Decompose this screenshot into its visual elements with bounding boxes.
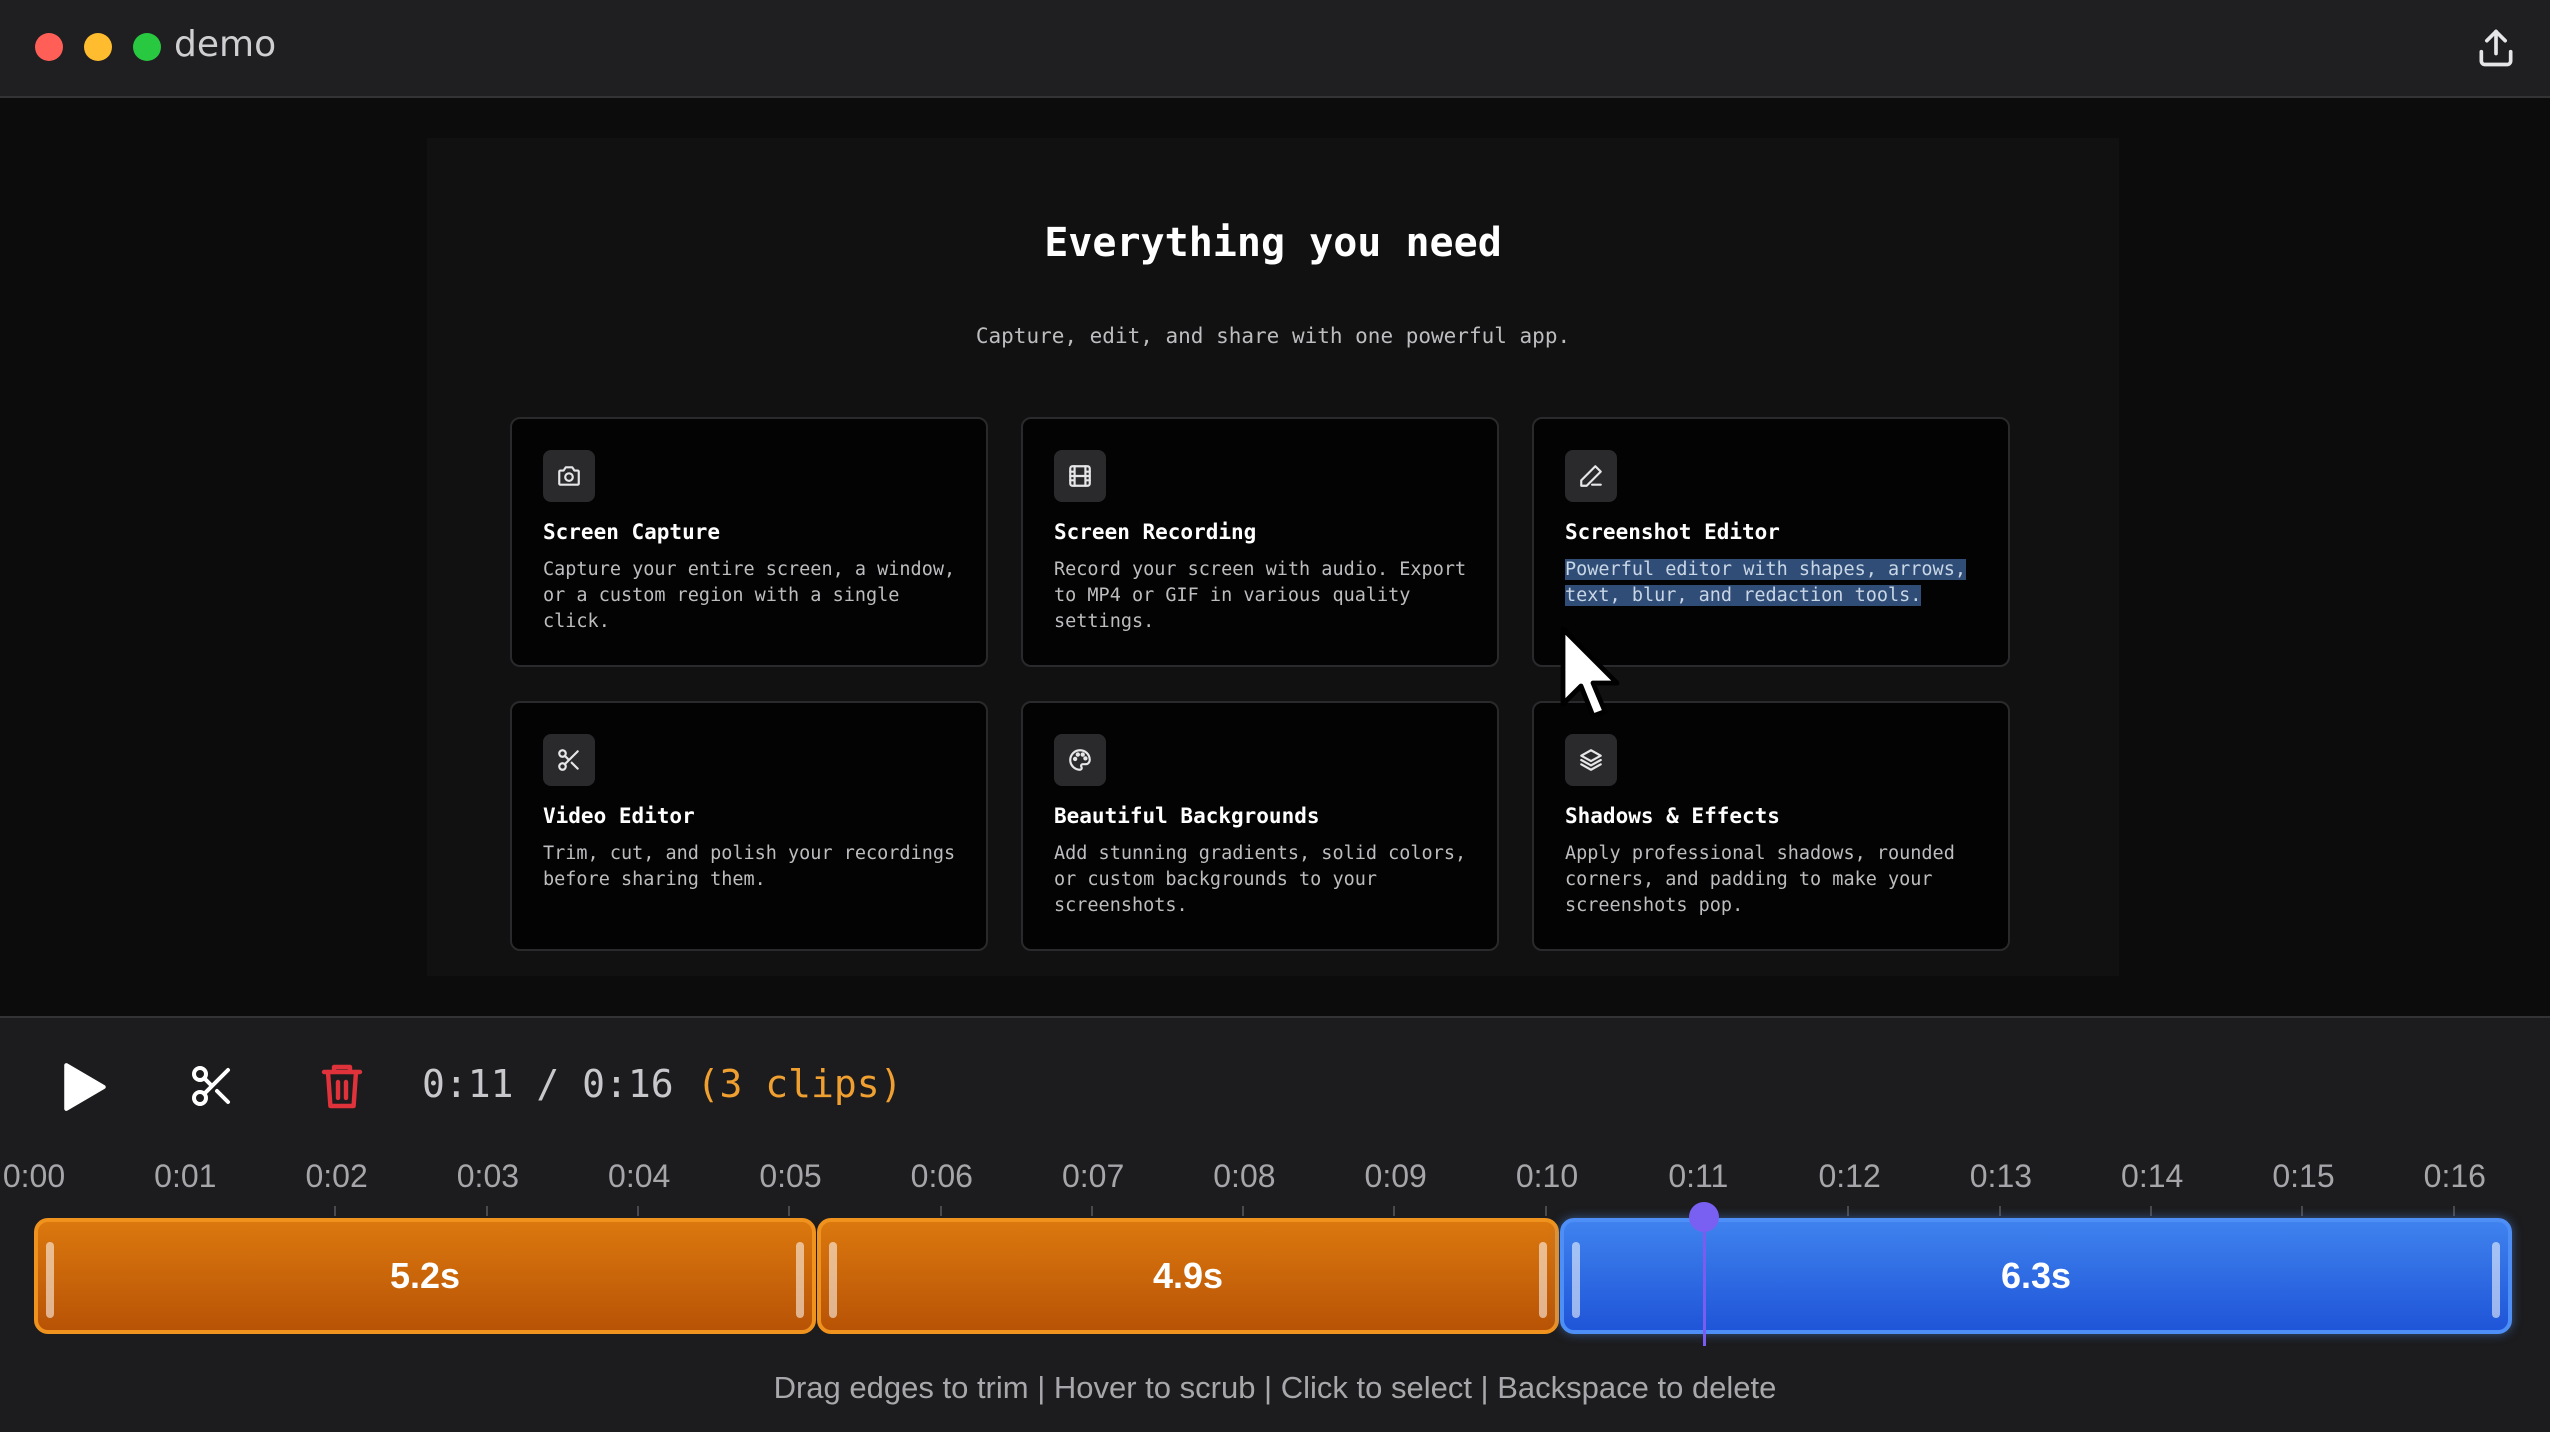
ruler-label: 0:00 xyxy=(2,1158,66,1194)
delete-button[interactable] xyxy=(318,1060,366,1112)
card-title: Screen Capture xyxy=(543,520,721,544)
card-title: Beautiful Backgrounds xyxy=(1054,804,1320,828)
ruler-label: 0:02 xyxy=(305,1158,368,1194)
play-icon xyxy=(64,1063,106,1111)
clip-duration: 4.9s xyxy=(1152,1255,1224,1296)
feature-card-screen-capture: Screen Capture Capture your entire scree… xyxy=(510,417,988,667)
ruler-label: 0:04 xyxy=(608,1158,671,1194)
timeline-panel: 0:11 / 0:16 (3 clips) 0:00 0:01 0:02 0:03 0:… xyxy=(0,1016,2550,1432)
film-icon xyxy=(1054,450,1106,502)
ruler-label: 0:08 xyxy=(1213,1158,1276,1194)
page-subheading: Capture, edit, and share with one powerf… xyxy=(975,324,1571,348)
ruler-tick xyxy=(1090,1206,1093,1216)
ruler-tick xyxy=(1393,1206,1396,1216)
trim-handle-left[interactable] xyxy=(46,1242,54,1318)
playhead-handle[interactable] xyxy=(1689,1202,1719,1232)
ruler-label: 0:01 xyxy=(154,1158,217,1194)
ruler-label: 0:14 xyxy=(2121,1158,2184,1194)
ruler-label: 0:09 xyxy=(1364,1158,1427,1194)
card-title: Shadows & Effects xyxy=(1565,804,1780,828)
trim-handle-left[interactable] xyxy=(1572,1242,1580,1318)
ruler-tick xyxy=(2452,1206,2455,1216)
total-time: 0:16 xyxy=(582,1062,674,1106)
feature-card-screenshot-editor: Screenshot Editor Powerful editor with s… xyxy=(1532,417,2010,667)
title-bar: demo xyxy=(0,0,2550,98)
ruler-tick xyxy=(788,1206,791,1216)
card-title: Screen Recording xyxy=(1054,520,1257,544)
palette-icon xyxy=(1054,734,1106,786)
time-separator: / xyxy=(513,1062,583,1106)
trash-icon xyxy=(321,1064,363,1109)
ruler-tick xyxy=(2301,1206,2304,1216)
feature-card-video-editor: Video Editor Trim, cut, and polish your … xyxy=(510,701,988,951)
playhead-line xyxy=(1703,1218,1706,1346)
ruler-tick xyxy=(2149,1206,2152,1216)
clip-2[interactable]: 4.9s xyxy=(817,1218,1559,1334)
ruler-label: 0:05 xyxy=(759,1158,822,1194)
card-title: Screenshot Editor xyxy=(1565,520,1780,544)
close-window-button[interactable] xyxy=(35,33,63,61)
ruler-label: 0:06 xyxy=(910,1158,973,1194)
ruler-tick xyxy=(939,1206,942,1216)
ruler-label: 0:03 xyxy=(456,1158,520,1194)
ruler-label: 0:16 xyxy=(2423,1158,2486,1194)
ruler-tick xyxy=(334,1206,337,1216)
current-time: 0:11 xyxy=(422,1062,514,1106)
ruler-label: 0:10 xyxy=(1515,1158,1579,1194)
card-description: Capture your entire screen, a window, or… xyxy=(543,559,956,632)
trim-handle-right[interactable] xyxy=(1539,1242,1547,1318)
trim-handle-right[interactable] xyxy=(796,1242,804,1318)
clip-1[interactable]: 5.2s xyxy=(34,1218,816,1334)
trim-handle-left[interactable] xyxy=(829,1242,837,1318)
ruler-label: 0:13 xyxy=(1969,1158,2033,1194)
card-description: Add stunning gradients, solid colors, or… xyxy=(1054,843,1467,916)
ruler-tick xyxy=(485,1206,488,1216)
clips-count: (3 clips) xyxy=(696,1062,903,1106)
card-title: Video Editor xyxy=(543,804,695,828)
ruler-tick xyxy=(636,1206,639,1216)
clip-duration: 6.3s xyxy=(2000,1255,2072,1296)
mouse-cursor-icon xyxy=(1560,626,1620,719)
page-heading: Everything you need xyxy=(1044,220,1502,266)
ruler-tick xyxy=(1242,1206,1245,1216)
split-button[interactable] xyxy=(188,1062,236,1110)
clip-duration: 5.2s xyxy=(389,1255,461,1296)
card-description: Apply professional shadows, rounded corn… xyxy=(1565,843,1955,916)
feature-card-screen-recording: Screen Recording Record your screen with… xyxy=(1021,417,1499,667)
feature-card-shadows-effects: Shadows & Effects Apply professional sha… xyxy=(1532,701,2010,951)
feature-card-beautiful-backgrounds: Beautiful Backgrounds Add stunning gradi… xyxy=(1021,701,1499,951)
ruler-tick xyxy=(1544,1206,1547,1216)
card-description: Trim, cut, and polish your recordings be… xyxy=(543,843,956,890)
pen-icon xyxy=(1565,450,1617,502)
ruler-tick xyxy=(1847,1206,1850,1216)
zoom-window-button[interactable] xyxy=(133,33,161,61)
card-description: Record your screen with audio. Export to… xyxy=(1054,559,1467,632)
help-hint: Drag edges to trim | Hover to scrub | Cl… xyxy=(773,1370,1777,1405)
preview-area: Everything you need Capture, edit, and s… xyxy=(0,98,2550,1016)
scissors-icon xyxy=(543,734,595,786)
preview-canvas: Everything you need Capture, edit, and s… xyxy=(427,138,2119,976)
share-button[interactable] xyxy=(2474,26,2518,70)
card-description-selected: Powerful editor with shapes, arrows, tex… xyxy=(1565,557,1995,609)
ruler-tick xyxy=(1998,1206,2001,1216)
share-icon xyxy=(2479,29,2513,67)
scissors-icon xyxy=(192,1066,230,1106)
layers-icon xyxy=(1565,734,1617,786)
selected-text[interactable]: Powerful editor with shapes, arrows, tex… xyxy=(1565,559,1966,606)
time-display: 0:11 / 0:16 (3 clips) xyxy=(422,1062,902,1106)
ruler-label: 0:07 xyxy=(1061,1158,1125,1194)
ruler-label: 0:15 xyxy=(2272,1158,2335,1194)
ruler-label: 0:12 xyxy=(1818,1158,1881,1194)
ruler-label: 0:11 xyxy=(1668,1158,1729,1194)
clip-3-selected[interactable]: 6.3s xyxy=(1560,1218,2512,1334)
window-title: demo xyxy=(174,24,277,65)
minimize-window-button[interactable] xyxy=(84,33,112,61)
trim-handle-right[interactable] xyxy=(2492,1242,2500,1318)
camera-icon xyxy=(543,450,595,502)
play-button[interactable] xyxy=(60,1060,110,1114)
